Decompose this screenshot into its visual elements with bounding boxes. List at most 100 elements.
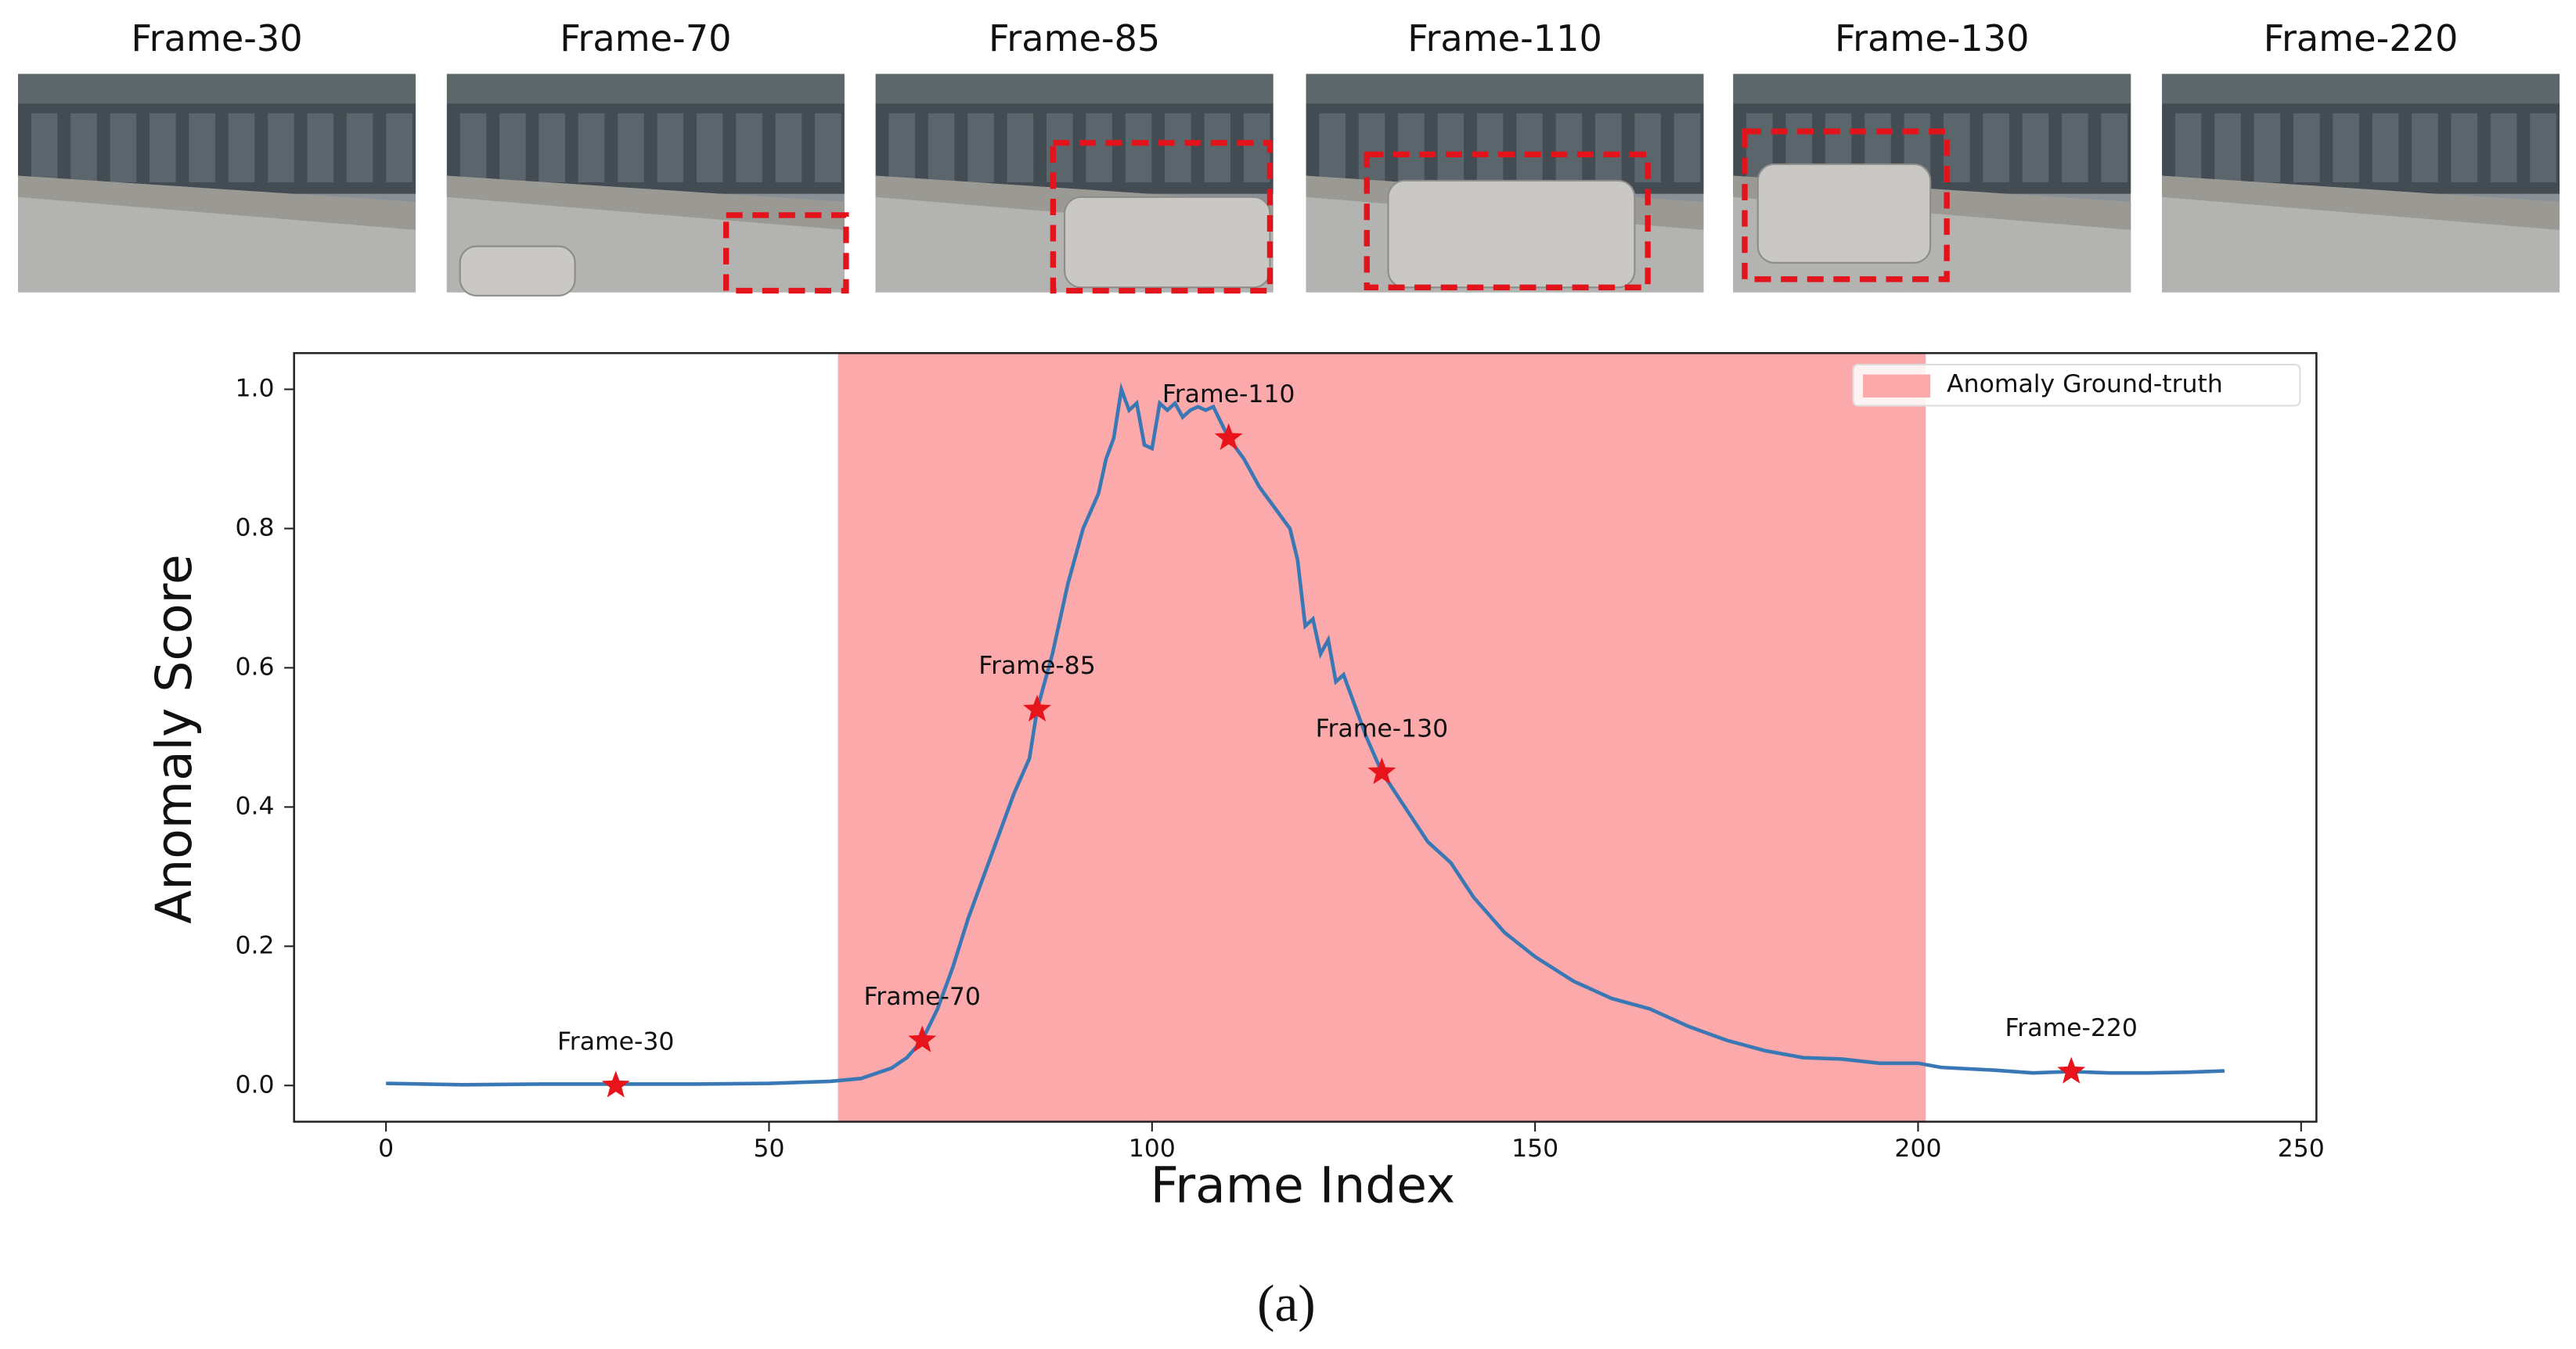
thumb-window: [1165, 113, 1191, 182]
thumb-window: [2412, 113, 2438, 182]
thumb-window: [70, 113, 97, 182]
x-tick-label: 100: [1129, 1135, 1176, 1163]
thumb-roof: [18, 74, 416, 104]
thumb-window: [2022, 113, 2049, 182]
thumb-window: [1437, 113, 1465, 182]
thumb-window: [2062, 113, 2088, 182]
frame-marker: [1367, 757, 1396, 785]
y-axis-label: Anomaly Score: [146, 554, 203, 923]
axes-frame: [293, 351, 2318, 1123]
thumb-window: [967, 113, 994, 182]
y-tick-label: 0.0: [235, 1070, 274, 1099]
x-axis-label: Frame Index: [1151, 1157, 1455, 1214]
thumb-window: [1555, 113, 1583, 182]
frame-annotation: Frame-85: [978, 652, 1095, 680]
thumb-window: [2174, 113, 2202, 182]
plot: 0 50 100 150 200 250 0.0 0.2 0.4 0.6 0.8 1.0 Frame-3…: [235, 353, 2325, 1163]
thumb-window: [2214, 113, 2241, 182]
thumbnail: [446, 74, 849, 297]
thumb-title: Frame-130: [1835, 17, 2030, 59]
thumb-window: [346, 113, 373, 182]
thumb-window: [2372, 113, 2399, 182]
thumb-sidewalk: [18, 175, 416, 230]
thumb-car: [1756, 163, 1932, 264]
thumb-title: Frame-85: [989, 17, 1160, 59]
legend-swatch: [1863, 374, 1931, 398]
thumb-window: [657, 113, 684, 182]
thumb-window: [578, 113, 605, 182]
frame-marker: [1214, 423, 1243, 451]
thumb-window: [459, 113, 487, 182]
thumb-window: [2490, 113, 2517, 182]
thumb-car: [1064, 196, 1271, 289]
thumb-window: [539, 113, 566, 182]
thumb-roof: [1733, 74, 2131, 104]
thumb-window: [2333, 113, 2359, 182]
thumb-window: [307, 113, 334, 182]
thumbnail: [1306, 74, 1704, 293]
thumb-window: [1319, 113, 1346, 182]
thumb-window: [928, 113, 955, 182]
y-tick-label: 1.0: [235, 375, 274, 403]
x-tick-label: 200: [1894, 1135, 1941, 1163]
thumb-window: [228, 113, 255, 182]
x-tick-label: 0: [378, 1135, 394, 1163]
thumbnail: [18, 74, 416, 293]
frame-annotation: Frame-30: [557, 1028, 674, 1056]
thumbnail: [1733, 74, 2131, 293]
frame-annotation: Frame-130: [1316, 714, 1448, 743]
thumb-window: [1358, 113, 1385, 182]
thumb-window: [1007, 113, 1034, 182]
thumb-title: Frame-70: [560, 17, 731, 59]
frame-marker: [908, 1025, 937, 1052]
thumb-window: [2254, 113, 2281, 182]
thumb-highlight-box: [723, 212, 849, 294]
thumb-window: [386, 113, 413, 182]
thumb-window: [1243, 113, 1270, 182]
thumb-window: [1476, 113, 1504, 182]
thumb-window: [2101, 113, 2128, 182]
thumb-window: [1516, 113, 1543, 182]
thumb-highlight-box: [1364, 151, 1651, 290]
y-tick-label: 0.6: [235, 653, 274, 681]
thumbnail: [875, 74, 1274, 294]
thumb-window: [31, 113, 58, 182]
thumb-window: [888, 113, 916, 182]
thumb-roof: [875, 74, 1274, 104]
x-tick-label: 50: [753, 1135, 784, 1163]
thumb-roof: [1306, 74, 1704, 104]
y-tick-label: 0.8: [235, 513, 274, 541]
thumb-window: [2293, 113, 2320, 182]
legend-label: Anomaly Ground-truth: [1947, 370, 2223, 398]
frame-annotation: Frame-70: [863, 983, 980, 1011]
thumb-window: [696, 113, 723, 182]
frame-marker: [601, 1070, 630, 1098]
y-tick-label: 0.4: [235, 792, 274, 820]
thumb-window: [736, 113, 762, 182]
legend-box: [1852, 363, 2301, 407]
thumb-window: [189, 113, 215, 182]
thumb-car: [1387, 179, 1636, 289]
thumb-window: [110, 113, 137, 182]
thumb-window: [149, 113, 176, 182]
thumb-window: [1673, 113, 1701, 182]
frame-marker: [1023, 694, 1051, 722]
frame-annotation: Frame-220: [2005, 1014, 2137, 1042]
thumb-window: [1125, 113, 1152, 182]
thumb-title: Frame-220: [2264, 17, 2459, 59]
x-tick-label: 150: [1511, 1135, 1558, 1163]
thumb-window: [2530, 113, 2556, 182]
thumb-sidewalk: [446, 175, 845, 230]
thumb-window: [1398, 113, 1425, 182]
thumb-window: [618, 113, 644, 182]
frame-annotation: Frame-110: [1162, 380, 1295, 408]
thumb-title: Frame-110: [1407, 17, 1602, 59]
thumb-window: [268, 113, 294, 182]
thumb-window: [499, 113, 526, 182]
thumb-window: [1983, 113, 2009, 182]
anomaly-span: [838, 353, 1926, 1122]
frame-marker: [2057, 1056, 2086, 1084]
thumb-window: [815, 113, 841, 182]
